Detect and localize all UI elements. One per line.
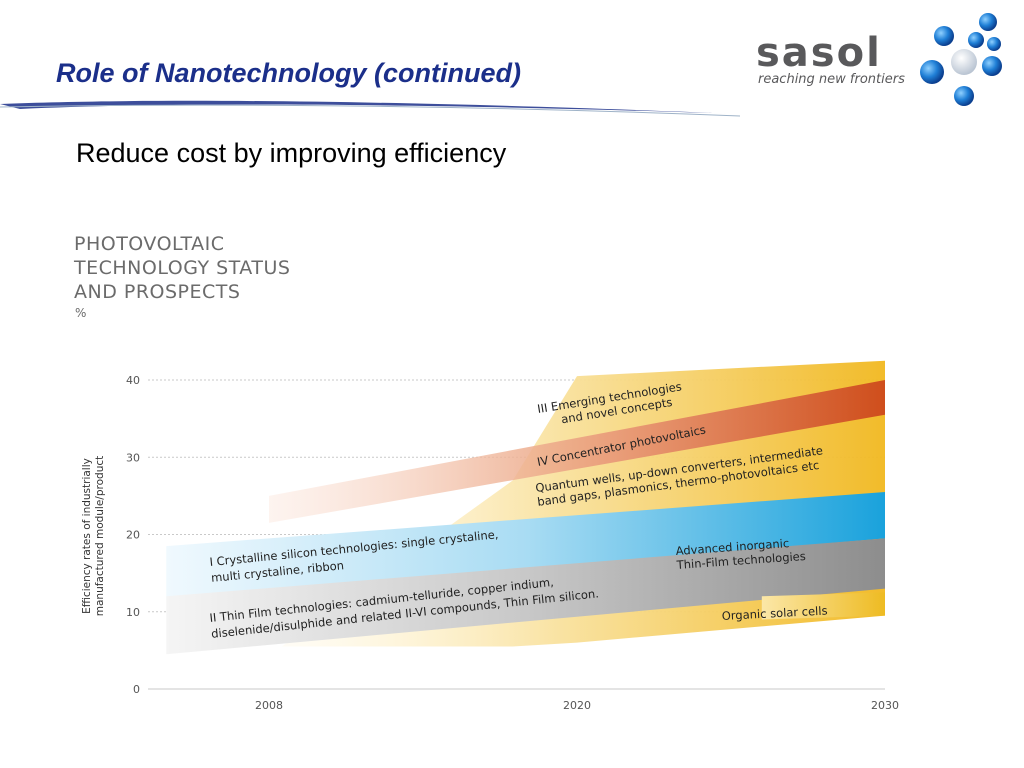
band-label-line: Organic solar cells [721, 603, 827, 623]
y-tick-label: 30 [126, 451, 140, 464]
sasol-logo: sasol reaching new frontiers [752, 10, 1012, 110]
logo-tagline: reaching new frontiers [758, 72, 905, 87]
y-axis-label-line: Efficiency rates of industrially [81, 458, 93, 614]
band-concentrator [269, 380, 885, 523]
x-tick-label: 2030 [871, 699, 899, 712]
y-axis-label: Efficiency rates of industriallymanufact… [81, 456, 106, 616]
chart-unit: % [75, 306, 87, 320]
pv-efficiency-chart: III Emerging technologiesand novel conce… [81, 360, 899, 712]
band-crystalline [166, 492, 886, 601]
band-label-organic: Organic solar cells [721, 603, 827, 623]
chart-title-line: AND PROSPECTS [74, 281, 241, 303]
x-tick-label: 2008 [255, 699, 283, 712]
slide-subtitle: Reduce cost by improving efficiency [76, 138, 507, 168]
chart-title: PHOTOVOLTAIC TECHNOLOGY STATUS AND PROSPEC… [74, 232, 290, 304]
y-tick-label: 10 [126, 606, 140, 619]
slide-title: Role of Nanotechnology (continued) [56, 58, 521, 88]
chart-title-line: TECHNOLOGY STATUS [74, 257, 291, 279]
band-thin-film [166, 538, 886, 655]
title-underline [0, 100, 740, 117]
y-axis-label-line: manufactured module/product [94, 456, 106, 616]
x-tick-label: 2020 [563, 699, 591, 712]
logo-wordmark: sasol [756, 30, 882, 76]
chart-title-line: PHOTOVOLTAIC [74, 233, 225, 255]
molecule-icon [920, 13, 1002, 106]
y-tick-label: 40 [126, 374, 140, 387]
y-tick-label: 0 [133, 683, 140, 696]
band-organic [761, 592, 885, 620]
y-tick-label: 20 [126, 529, 140, 542]
